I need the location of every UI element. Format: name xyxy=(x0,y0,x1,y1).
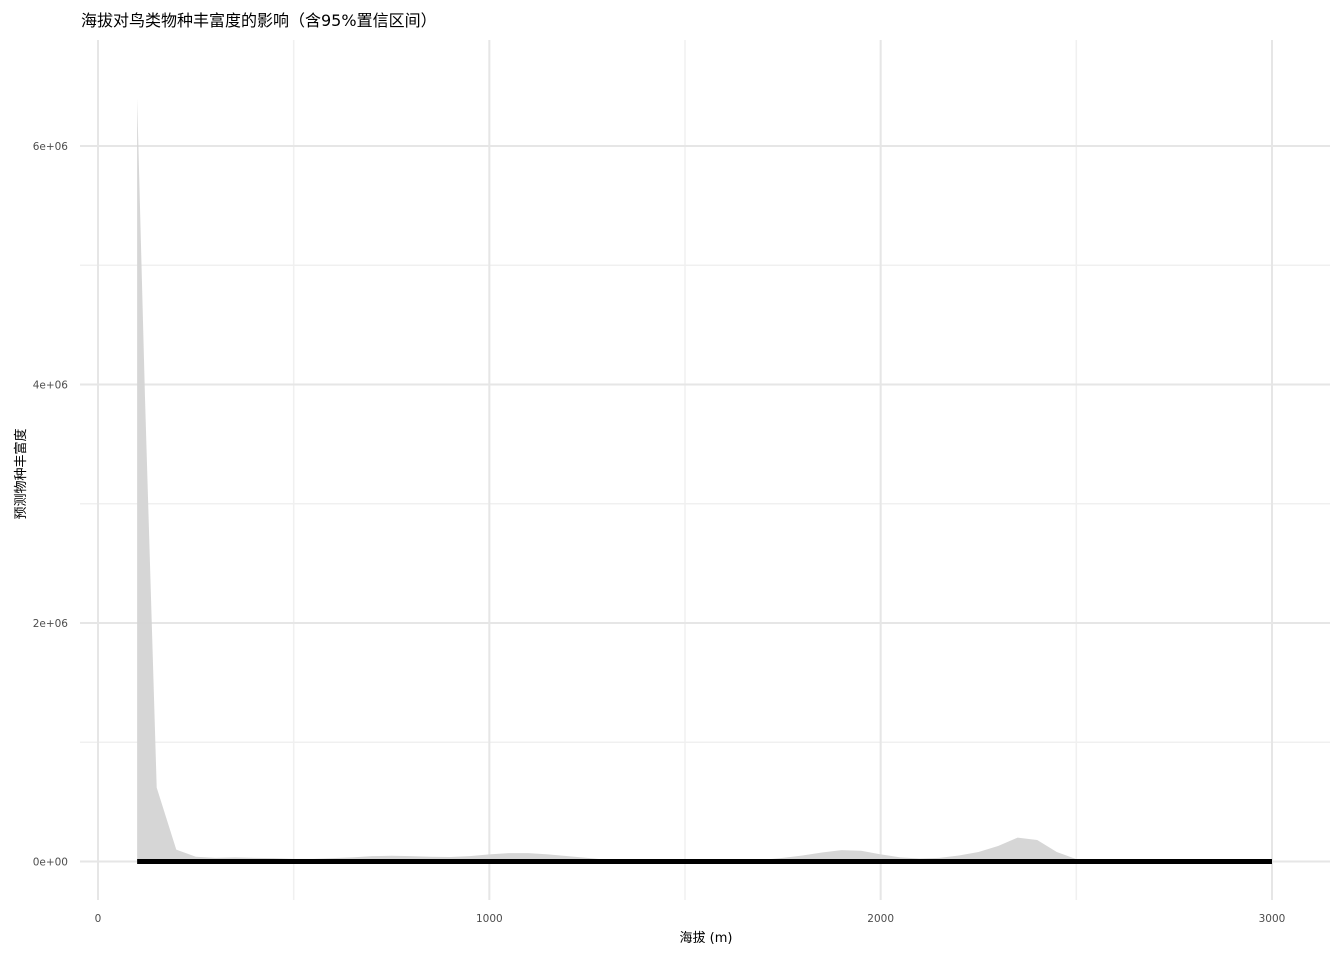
y-tick-label: 0e+00 xyxy=(33,857,68,869)
y-tick-label: 2e+06 xyxy=(33,618,69,630)
x-tick-label: 3000 xyxy=(1259,913,1286,925)
x-tick-label: 1000 xyxy=(476,913,503,925)
x-axis-label: 海拔 (m) xyxy=(680,931,733,946)
y-tick-label: 6e+06 xyxy=(33,141,69,153)
y-axis-ticks: 0e+00 2e+06 4e+06 6e+06 xyxy=(33,141,69,869)
y-axis-label: 预测物种丰富度 xyxy=(13,428,29,519)
confidence-band xyxy=(137,98,1272,862)
x-tick-label: 2000 xyxy=(867,913,894,925)
x-tick-label: 0 xyxy=(95,913,102,925)
y-tick-label: 4e+06 xyxy=(33,380,69,392)
grid xyxy=(80,40,1330,900)
chart-title: 海拔对鸟类物种丰富度的影响（含95%置信区间） xyxy=(81,11,437,30)
confidence-band-layer xyxy=(137,98,1272,862)
x-axis-ticks: 0 1000 2000 3000 xyxy=(95,913,1286,925)
